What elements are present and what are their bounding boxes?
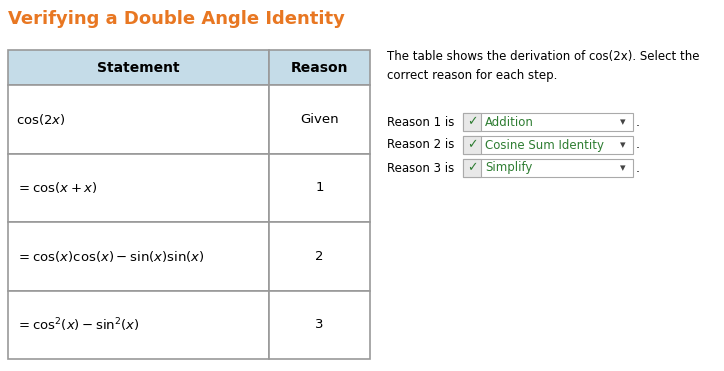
Text: Reason 2 is: Reason 2 is (387, 138, 455, 151)
Text: .: . (636, 138, 640, 151)
Text: Addition: Addition (485, 115, 534, 128)
Text: .: . (636, 161, 640, 174)
Bar (8, 290, 269, 359)
Bar (269, 85, 370, 154)
Text: Statement: Statement (97, 60, 180, 75)
Text: $= \mathrm{cos}(x)\mathrm{cos}(x) - \mathrm{sin}(x)\mathrm{sin}(x)$: $= \mathrm{cos}(x)\mathrm{cos}(x) - \mat… (16, 249, 205, 264)
Bar (269, 222, 370, 290)
Text: Simplify: Simplify (485, 161, 532, 174)
Bar (463, 136, 633, 154)
Bar (8, 85, 269, 154)
Bar (463, 113, 481, 131)
Bar (463, 159, 633, 177)
Bar (269, 290, 370, 359)
Text: The table shows the derivation of cos(2x). Select the
correct reason for each st: The table shows the derivation of cos(2x… (387, 50, 699, 82)
Bar (269, 50, 370, 85)
Bar (8, 222, 269, 290)
Text: $= \mathrm{cos}(x + x)$: $= \mathrm{cos}(x + x)$ (16, 180, 98, 195)
Bar (463, 159, 481, 177)
Text: Reason 1 is: Reason 1 is (387, 115, 455, 128)
Text: $\mathrm{cos}(2x)$: $\mathrm{cos}(2x)$ (16, 112, 66, 127)
Text: ✓: ✓ (467, 161, 477, 174)
Text: Reason: Reason (290, 60, 348, 75)
Text: Given: Given (300, 113, 339, 126)
Text: ▾: ▾ (620, 140, 626, 150)
Bar (463, 113, 633, 131)
Text: ✓: ✓ (467, 115, 477, 128)
Text: ▾: ▾ (620, 117, 626, 127)
Text: $= \mathrm{cos}^2(x) - \mathrm{sin}^2(x)$: $= \mathrm{cos}^2(x) - \mathrm{sin}^2(x)… (16, 316, 140, 334)
Text: ✓: ✓ (467, 138, 477, 151)
Text: 1: 1 (315, 181, 324, 194)
Text: 2: 2 (315, 250, 324, 263)
Bar (8, 154, 269, 222)
Text: 3: 3 (315, 318, 324, 331)
Text: ▾: ▾ (620, 163, 626, 173)
Bar (463, 136, 481, 154)
Bar (8, 50, 269, 85)
Text: Verifying a Double Angle Identity: Verifying a Double Angle Identity (8, 10, 345, 28)
Text: .: . (636, 115, 640, 128)
Text: Cosine Sum Identity: Cosine Sum Identity (485, 138, 604, 151)
Text: Reason 3 is: Reason 3 is (387, 161, 454, 174)
Bar (269, 154, 370, 222)
